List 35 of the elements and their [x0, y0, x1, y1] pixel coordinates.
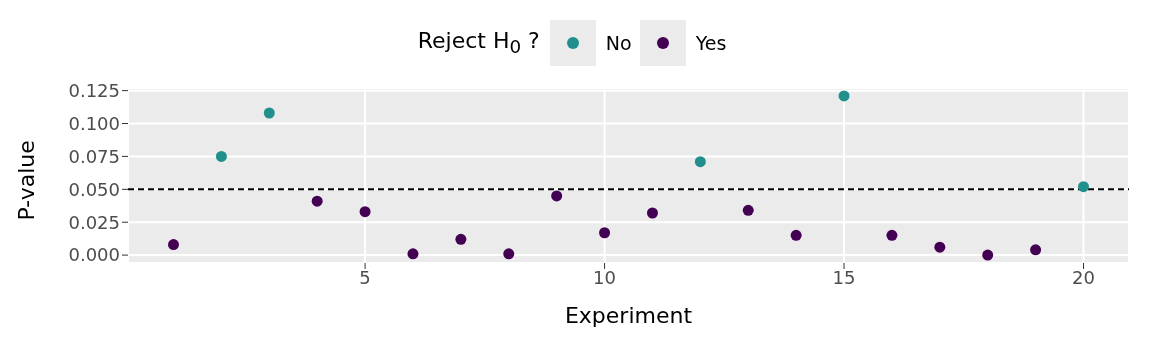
x-axis-title: Experiment — [564, 303, 693, 328]
point — [982, 249, 994, 261]
x-tick-label: 15 — [832, 266, 856, 288]
point — [407, 248, 419, 260]
point — [551, 190, 563, 202]
x-tick-label: 5 — [359, 266, 371, 288]
point — [886, 229, 898, 241]
y-axis-title: P-value — [13, 140, 39, 221]
point — [455, 233, 467, 245]
y-tick-label: 0.100 — [68, 112, 120, 134]
x-tick-label: 10 — [593, 266, 617, 288]
point — [742, 204, 754, 216]
point — [790, 229, 802, 241]
y-tick-label: 0.050 — [68, 178, 120, 200]
point — [311, 195, 323, 207]
point — [215, 150, 227, 162]
point — [1078, 181, 1089, 193]
point — [1030, 244, 1042, 256]
y-tick-label: 0.075 — [68, 145, 120, 167]
legend-title: Reject H$_{0}$ ? — [417, 28, 540, 58]
point — [263, 107, 275, 119]
point — [934, 241, 946, 253]
y-tick-label: 0.000 — [68, 244, 120, 266]
point — [646, 207, 658, 219]
y-tick-label: 0.125 — [68, 80, 120, 102]
point — [838, 90, 850, 102]
point — [503, 248, 515, 260]
x-tick-label: 20 — [1072, 266, 1095, 288]
point — [168, 239, 179, 251]
legend-label: Yes — [695, 32, 727, 54]
point — [359, 206, 371, 218]
legend-label: No — [605, 32, 632, 54]
y-tick-label: 0.025 — [68, 211, 120, 233]
point — [694, 156, 706, 168]
point — [599, 227, 611, 239]
